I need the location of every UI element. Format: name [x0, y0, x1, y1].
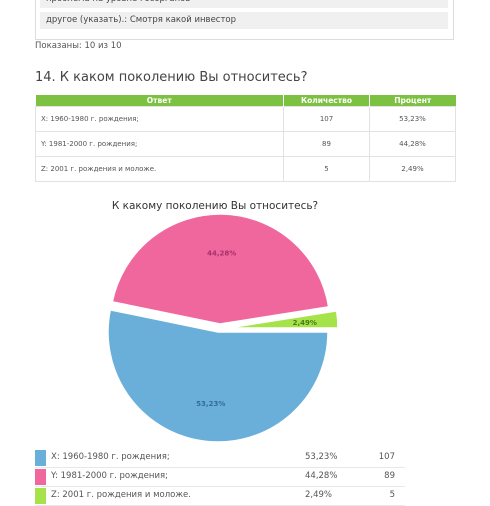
pie-data-label: 2,49%	[293, 319, 317, 327]
count-cell: 89	[283, 131, 370, 157]
legend-swatch	[35, 450, 46, 466]
chart-title: К какому поколению Вы относитесь?	[111, 200, 319, 212]
legend-item: Y: 1981-2000 г. рождения; 44,28% 89	[35, 468, 405, 487]
question-title: 14. К каком поколению Вы относитесь?	[35, 70, 308, 85]
pie-chart: 53,23% 44,28% 2,49%	[107, 213, 339, 443]
list-item: проблема на уровне госорганов	[40, 0, 448, 8]
legend-percent: 44,28%	[305, 471, 338, 481]
results-table: Ответ Количество Процент X: 1960-1980 г.…	[35, 95, 456, 182]
legend-item: X: 1960-1980 г. рождения; 53,23% 107	[35, 449, 405, 468]
count-cell: 5	[283, 156, 370, 182]
legend-label: Z: 2001 г. рождения и моложе.	[51, 490, 191, 500]
pie-slice-y	[111, 213, 330, 325]
answer-cell: Z: 2001 г. рождения и моложе.	[35, 156, 284, 182]
chart-legend: X: 1960-1980 г. рождения; 53,23% 107 Y: …	[35, 449, 405, 506]
table-header-row: Ответ Количество Процент	[35, 95, 456, 107]
shown-count: Показаны: 10 из 10	[35, 41, 122, 51]
header-answer: Ответ	[35, 95, 284, 107]
table-row: Y: 1981-2000 г. рождения; 89 44,28%	[35, 131, 456, 157]
pie-slice-z	[227, 310, 339, 329]
table-row: Z: 2001 г. рождения и моложе. 5 2,49%	[35, 156, 456, 182]
legend-count: 89	[384, 471, 395, 481]
answer-cell: Y: 1981-2000 г. рождения;	[35, 131, 284, 157]
legend-percent: 53,23%	[305, 452, 338, 462]
legend-swatch	[35, 488, 46, 504]
percent-cell: 44,28%	[369, 131, 456, 157]
legend-label: X: 1960-1980 г. рождения;	[51, 452, 170, 462]
percent-cell: 53,23%	[369, 106, 456, 132]
legend-label: Y: 1981-2000 г. рождения;	[51, 471, 168, 481]
legend-percent: 2,49%	[305, 490, 333, 500]
legend-swatch	[35, 469, 46, 485]
pie-slice-x	[107, 308, 329, 443]
legend-count: 5	[389, 490, 395, 500]
list-item: другое (указать).: Смотря какой инвестор	[40, 12, 448, 29]
pie-data-label: 44,28%	[207, 250, 236, 258]
header-count: Количество	[283, 95, 370, 107]
legend-count: 107	[378, 452, 395, 462]
pie-data-label: 53,23%	[196, 400, 225, 408]
header-percent: Процент	[369, 95, 456, 107]
percent-cell: 2,49%	[369, 156, 456, 182]
